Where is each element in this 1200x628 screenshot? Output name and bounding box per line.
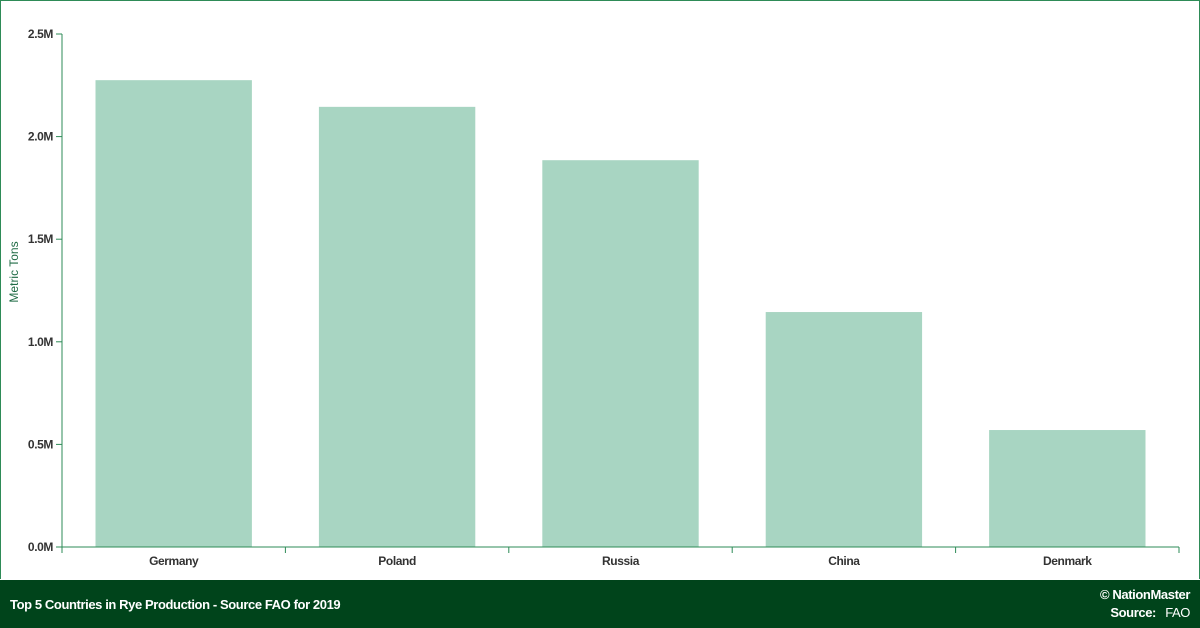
y-tick-label: 1.0M [28, 335, 53, 349]
y-tick-label: 1.5M [28, 232, 53, 246]
source-label: Source: [1110, 605, 1156, 620]
bar-denmark [989, 430, 1146, 547]
source-value: FAO [1165, 605, 1190, 620]
bar-chart: 0.0M 0.5M 1.0M 1.5M 2.0M 2.5M Germany Poland Ru… [7, 27, 1180, 568]
source-line: Source: FAO [1100, 605, 1190, 620]
x-axis: Germany Poland Russia China Denmark [61, 546, 1180, 568]
footer-credits: © NationMaster Source: FAO [1100, 587, 1190, 620]
bar-china [765, 312, 923, 547]
y-tick-label: 2.0M [28, 130, 53, 144]
x-tick-label: Germany [149, 554, 199, 568]
x-tick-label: Russia [602, 554, 640, 568]
x-tick-label: Denmark [1043, 554, 1092, 568]
y-axis-title: Metric Tons [7, 241, 21, 302]
y-tick-label: 2.5M [28, 27, 53, 41]
bar-russia [542, 160, 699, 547]
chart-frame: 0.0M 0.5M 1.0M 1.5M 2.0M 2.5M Germany Poland Ru… [0, 0, 1200, 579]
footer-bar: Top 5 Countries in Rye Production - Sour… [0, 580, 1200, 628]
x-tick-label: Poland [378, 554, 416, 568]
bars-group [95, 80, 1146, 548]
bar-germany [95, 80, 252, 548]
y-tick-label: 0.0M [28, 540, 53, 554]
y-tick-label: 0.5M [28, 437, 53, 451]
brand-credit: © NationMaster [1100, 587, 1190, 602]
y-axis: 0.0M 0.5M 1.0M 1.5M 2.0M 2.5M [28, 27, 63, 554]
bar-poland [318, 106, 476, 547]
chart-caption: Top 5 Countries in Rye Production - Sour… [10, 597, 341, 612]
x-tick-label: China [828, 554, 860, 568]
